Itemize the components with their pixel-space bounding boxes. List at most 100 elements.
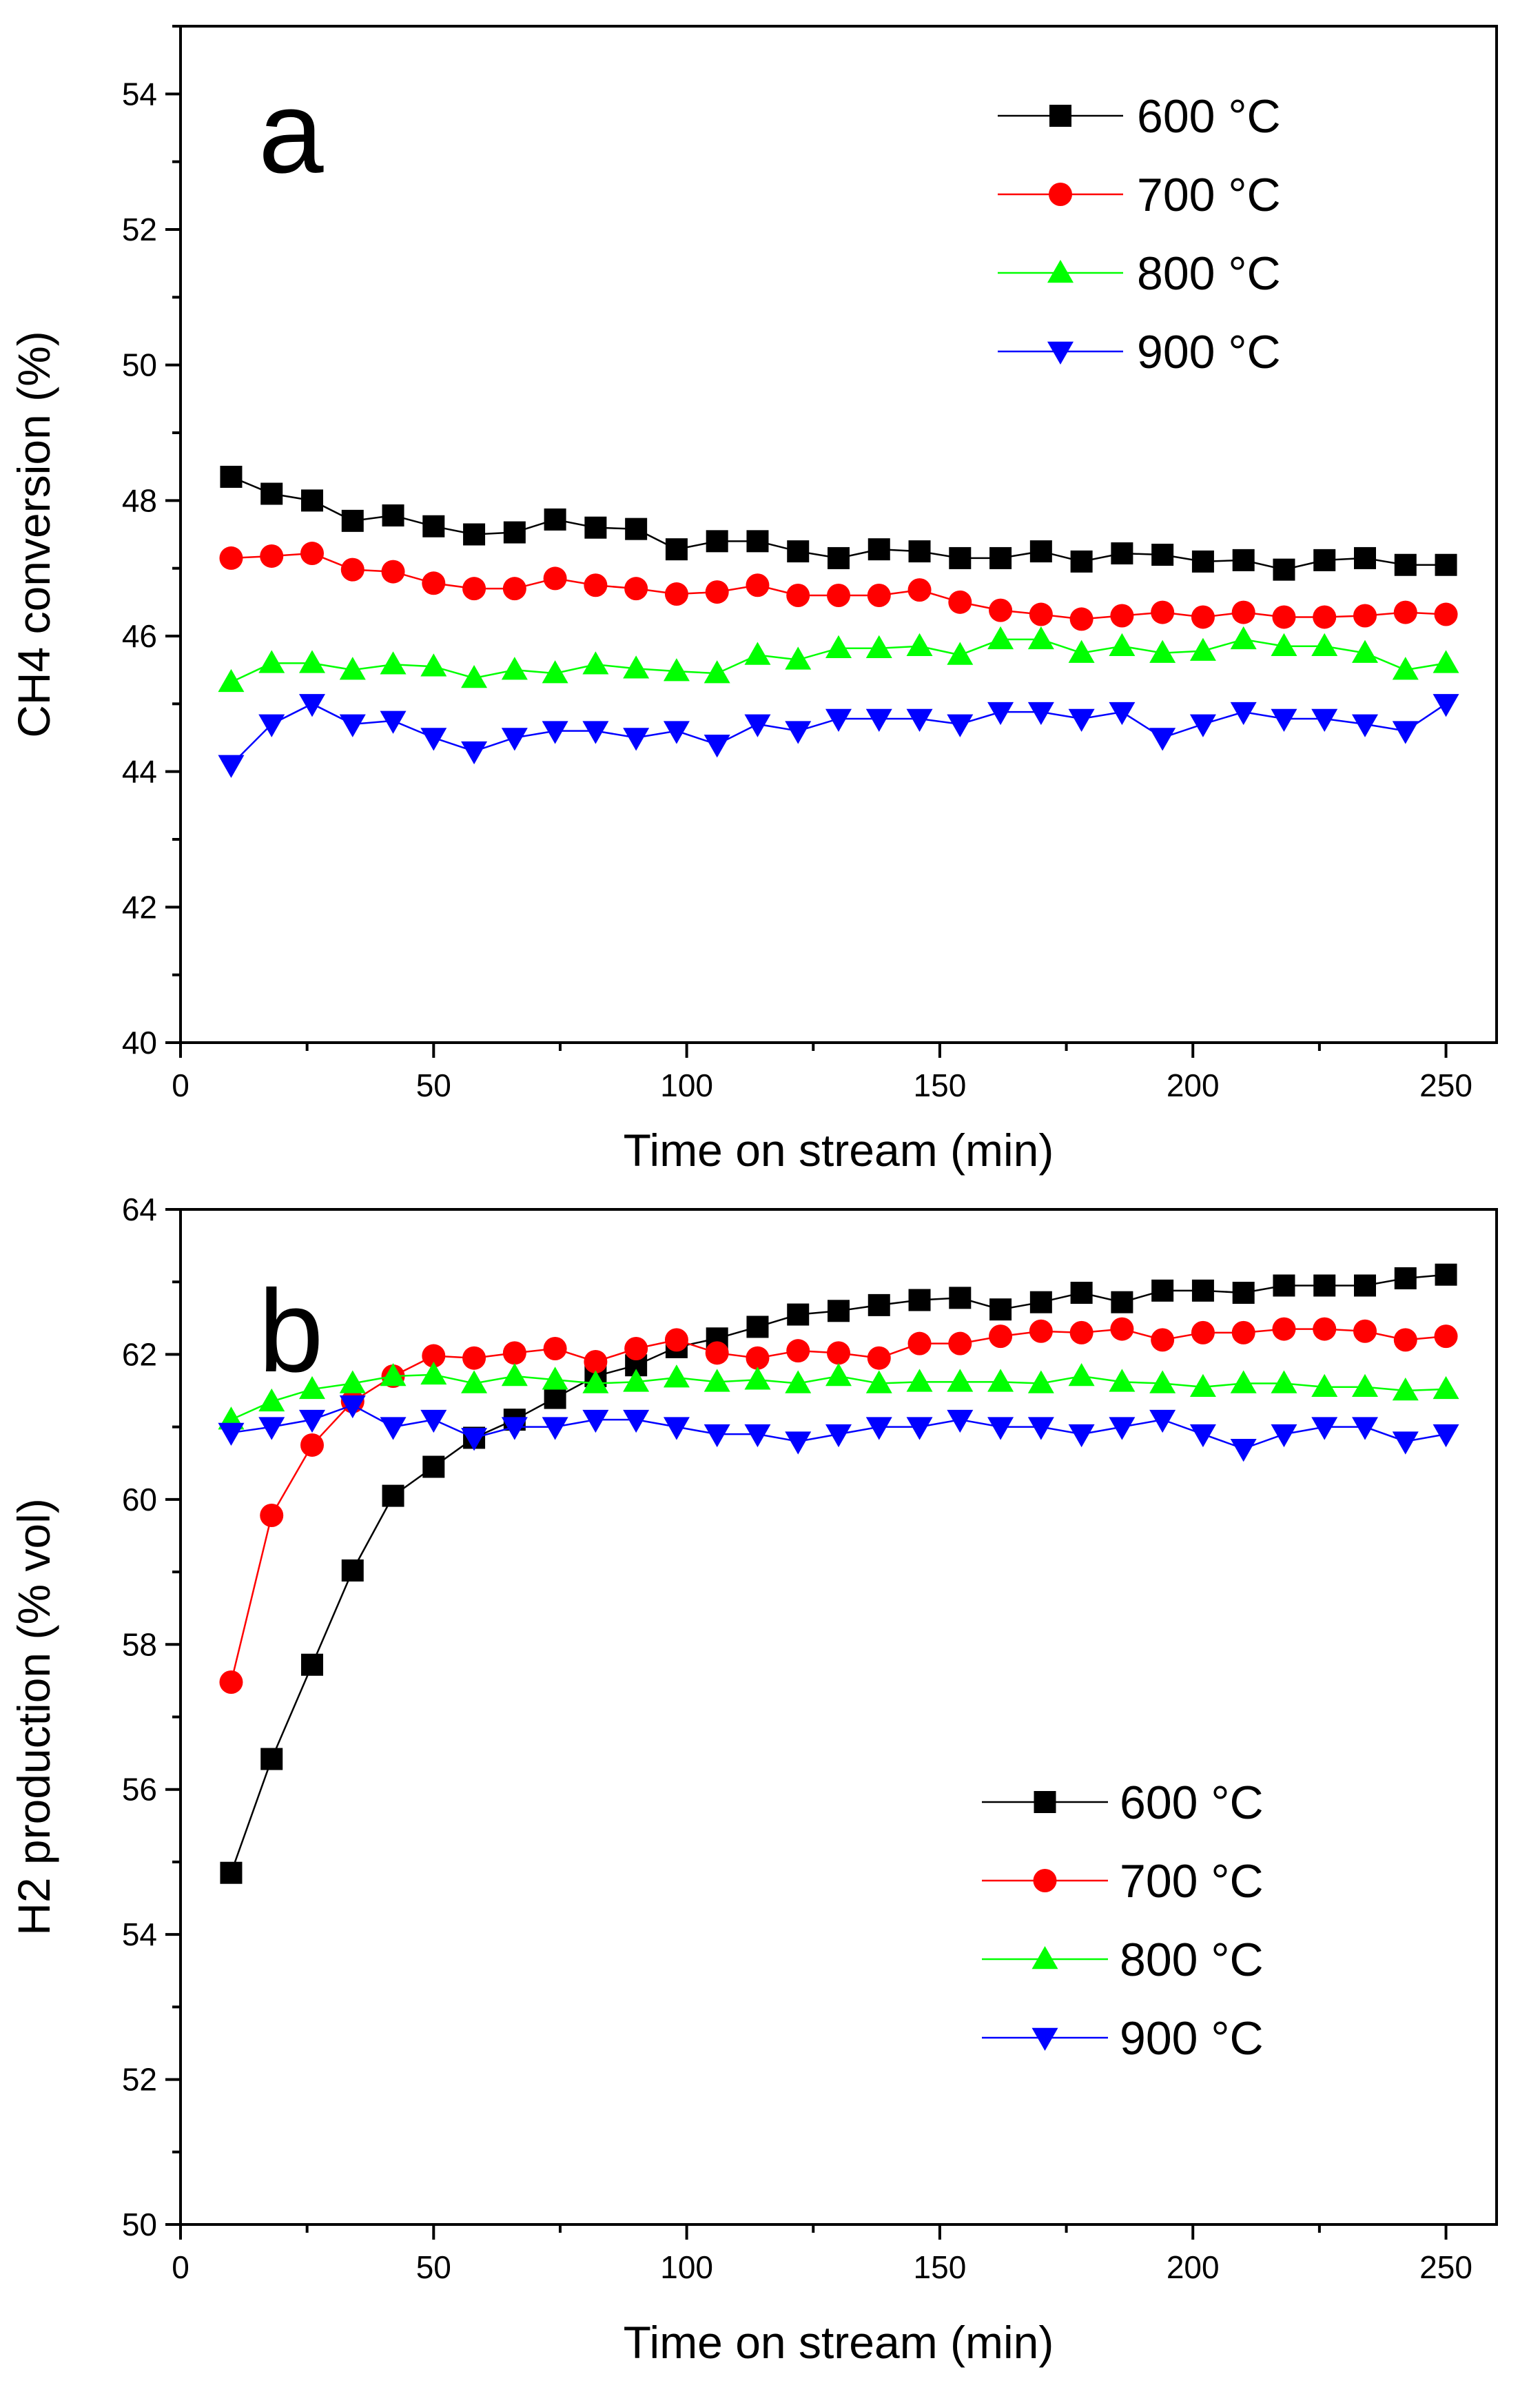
data-point — [260, 1748, 283, 1770]
data-point — [1029, 540, 1052, 563]
data-point — [625, 518, 648, 540]
data-point — [463, 523, 486, 546]
data-point — [787, 1303, 810, 1326]
legend-entry: 800 °C — [998, 247, 1281, 300]
data-point — [1352, 640, 1378, 663]
data-point — [948, 1331, 972, 1355]
data-point — [258, 714, 285, 737]
data-point — [260, 544, 284, 568]
y-tick-label: 50 — [122, 347, 157, 383]
data-point — [1189, 637, 1216, 661]
data-point — [1231, 1320, 1255, 1344]
data-point — [623, 655, 650, 679]
x-tick-label: 150 — [914, 1067, 967, 1103]
data-point — [827, 584, 850, 607]
data-point — [947, 714, 974, 737]
data-point — [1069, 607, 1094, 631]
data-point — [503, 521, 526, 544]
y-tick-label: 44 — [122, 754, 157, 790]
x-tick-label: 150 — [914, 2249, 967, 2285]
data-point — [1189, 714, 1216, 737]
y-tick-label: 48 — [122, 482, 157, 518]
data-point — [825, 1362, 852, 1387]
data-point — [1433, 694, 1459, 717]
data-point — [420, 1361, 447, 1385]
data-point — [624, 577, 648, 601]
data-point — [220, 1861, 243, 1884]
data-point — [1149, 640, 1176, 663]
data-point — [663, 658, 690, 682]
data-point — [300, 542, 324, 566]
data-point — [1109, 1369, 1136, 1392]
data-point — [420, 1409, 447, 1433]
data-point — [1110, 604, 1134, 628]
y-tick-label: 46 — [122, 618, 157, 654]
data-point — [704, 1424, 730, 1448]
data-point — [340, 557, 365, 582]
data-point — [906, 708, 933, 732]
data-point — [908, 540, 931, 563]
data-point — [1191, 1279, 1214, 1302]
data-point — [542, 1367, 568, 1390]
data-point — [584, 516, 607, 539]
data-point — [218, 755, 245, 778]
data-point — [258, 1417, 285, 1440]
data-point — [867, 1293, 890, 1316]
data-point — [987, 1369, 1014, 1392]
data-point — [584, 1349, 608, 1373]
data-point — [949, 546, 972, 569]
data-point — [380, 1362, 407, 1387]
legend-entry: 700 °C — [998, 169, 1281, 221]
data-point — [906, 633, 933, 656]
data-point — [382, 1484, 404, 1507]
data-point — [746, 1316, 769, 1338]
data-point — [339, 1370, 366, 1393]
data-point — [1354, 1274, 1376, 1297]
x-tick-label: 250 — [1419, 1067, 1472, 1103]
data-point — [785, 1370, 812, 1393]
data-point — [1271, 1370, 1297, 1393]
data-point — [339, 714, 366, 737]
data-point — [624, 1337, 648, 1361]
data-point — [339, 657, 366, 680]
series-800c — [218, 1361, 1459, 1430]
data-point — [989, 1298, 1012, 1321]
data-point — [746, 530, 769, 553]
data-point — [906, 1417, 933, 1440]
data-point — [1149, 1409, 1176, 1433]
y-tick-label: 52 — [122, 212, 157, 247]
y-axis-label: H2 production (% vol) — [8, 1498, 59, 1936]
data-point — [623, 1409, 650, 1433]
x-tick-label: 50 — [416, 1067, 451, 1103]
data-point — [1191, 605, 1215, 629]
data-point — [746, 1346, 770, 1370]
data-point — [1232, 549, 1255, 571]
legend-entry: 600 °C — [998, 90, 1281, 143]
data-point — [462, 1346, 486, 1370]
x-axis-label: Time on stream (min) — [624, 2317, 1054, 2368]
data-point — [1352, 1417, 1378, 1440]
legend-marker — [1031, 2027, 1058, 2051]
data-point — [867, 538, 890, 561]
legend-entry: 900 °C — [982, 2012, 1264, 2065]
legend-marker — [1033, 1869, 1057, 1892]
data-point — [461, 1428, 488, 1451]
legend-label: 700 °C — [1120, 1855, 1264, 1907]
data-point — [663, 1364, 690, 1388]
data-point — [218, 1422, 245, 1446]
data-point — [1273, 558, 1295, 581]
data-point — [1069, 1320, 1094, 1344]
data-point — [258, 1388, 285, 1412]
data-point — [1191, 1320, 1215, 1344]
data-point — [704, 1369, 730, 1392]
legend-marker — [1047, 341, 1074, 365]
x-tick-label: 100 — [660, 2249, 713, 2285]
chart-panel-a: 0 50 100 150 200 250 40 42 44 46 48 50 52 54 Time on s… — [8, 25, 1498, 1176]
data-point — [301, 1653, 323, 1676]
data-point — [219, 1670, 243, 1694]
y-tick-label: 40 — [122, 1025, 157, 1061]
data-point — [1068, 640, 1095, 663]
data-point — [664, 582, 688, 606]
data-point — [1029, 1291, 1052, 1313]
data-point — [584, 573, 608, 597]
